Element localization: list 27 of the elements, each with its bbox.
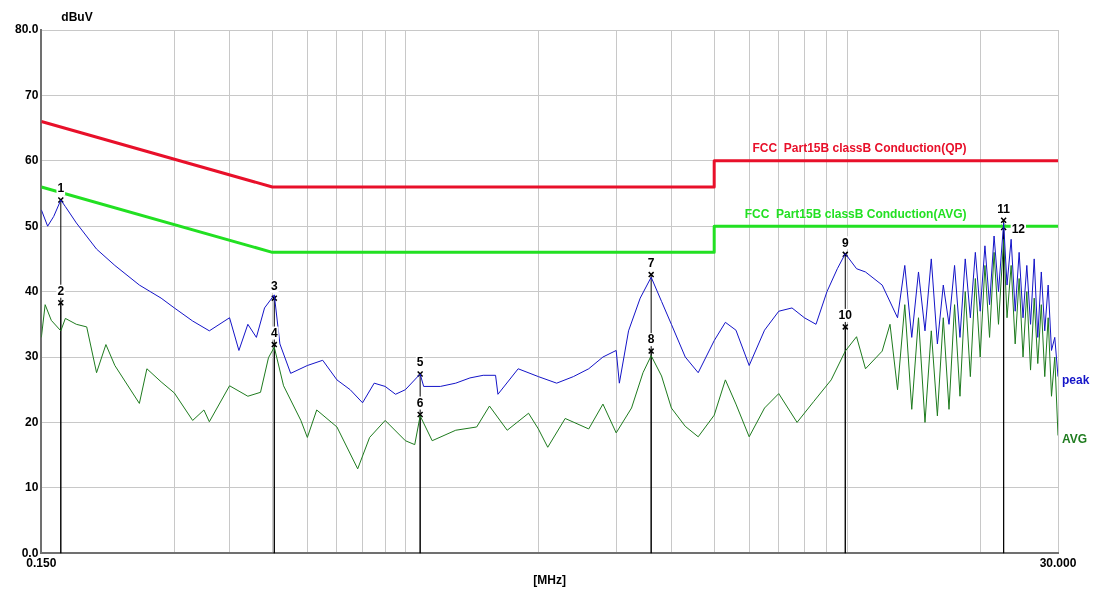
annotation: 9 xyxy=(841,235,849,250)
x-tick-label: 30.000 xyxy=(1039,555,1077,570)
annotation: 2 xyxy=(57,284,65,299)
annotation: 5 xyxy=(416,355,424,370)
annotation: 8 xyxy=(647,332,655,347)
annotation: 4 xyxy=(270,325,278,340)
y-tick-label: 70 xyxy=(25,87,39,102)
y-tick-label: 60 xyxy=(25,153,39,168)
y-tick-label: 30 xyxy=(25,349,39,364)
y-axis-title: dBuV xyxy=(61,10,93,25)
series-label: FCC Part15B classB Conduction(QP) xyxy=(752,141,967,156)
y-tick-label: 80.0 xyxy=(15,22,39,37)
annotation: 1 xyxy=(57,181,65,196)
annotation: 7 xyxy=(647,255,655,270)
y-tick-label: 20 xyxy=(25,414,39,429)
annotation: 10 xyxy=(838,308,853,323)
annotation: 6 xyxy=(416,395,424,410)
series-label: AVG xyxy=(1062,431,1088,446)
x-axis-title: [MHz] xyxy=(533,573,567,588)
y-tick-label: 40 xyxy=(25,283,39,298)
annotation: 3 xyxy=(270,279,278,294)
series-label: peak xyxy=(1062,372,1090,387)
series-label: FCC Part15B classB Conduction(AVG) xyxy=(744,206,967,221)
y-tick-label: 10 xyxy=(25,480,39,495)
y-tick-label: 50 xyxy=(25,218,39,233)
annotation: 12 xyxy=(1011,221,1026,236)
annotation: 11 xyxy=(997,201,1011,216)
